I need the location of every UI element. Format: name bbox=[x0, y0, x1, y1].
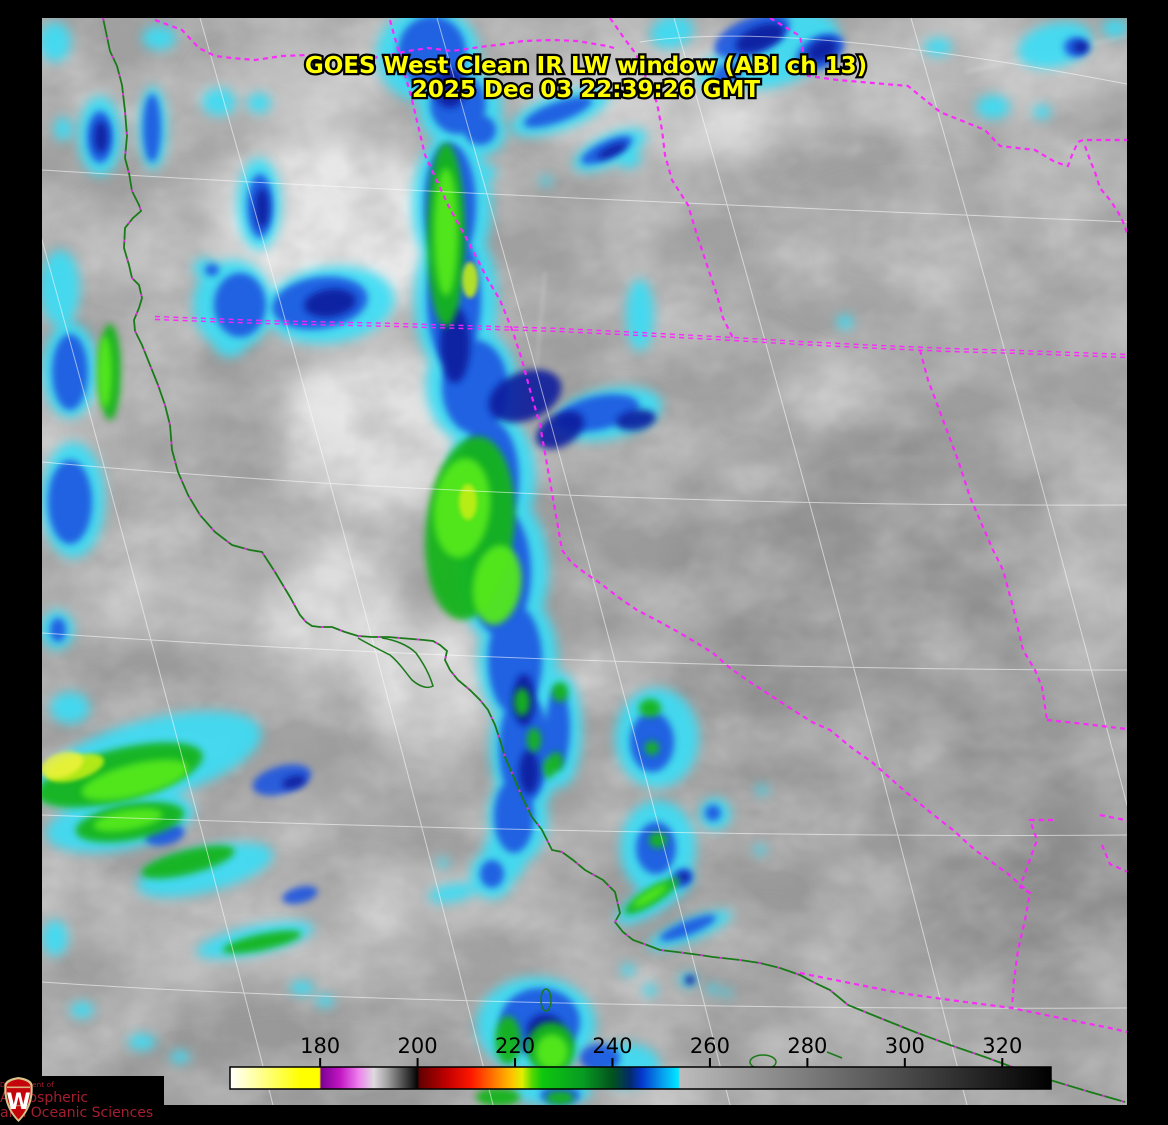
border-oregon-idaho bbox=[609, 18, 734, 339]
image-title: GOES West Clean IR LW window (ABI ch 13) bbox=[305, 53, 867, 79]
border-utah-arizona bbox=[1046, 718, 1127, 731]
border-colorado-river bbox=[1010, 818, 1053, 1009]
svg-text:W: W bbox=[6, 1090, 30, 1115]
logo-line2: and Oceanic Sciences bbox=[0, 1104, 154, 1121]
cloud-texture bbox=[42, 18, 1127, 1105]
image-timestamp: 2025 Dec 03 22:39:26 GMT bbox=[412, 77, 761, 103]
colorbar-tick-label: 200 bbox=[398, 1034, 438, 1058]
colorbar-tick-label: 320 bbox=[982, 1034, 1022, 1058]
border-nevada-utah bbox=[918, 349, 1049, 721]
border-columbia-river bbox=[154, 18, 615, 62]
border-idaho-wyoming bbox=[1083, 145, 1127, 234]
colorbar-tick-label: 300 bbox=[885, 1034, 925, 1058]
colorbar-tick-label: 280 bbox=[787, 1034, 827, 1058]
image-header: GOES West Clean IR LW window (ABI ch 13)… bbox=[303, 51, 870, 106]
colorbar-tick-label: 240 bbox=[592, 1034, 632, 1058]
colorbar-tick-label: 220 bbox=[495, 1034, 535, 1058]
border-idaho-montana bbox=[769, 18, 1127, 168]
colorbar-tick-label: 260 bbox=[690, 1034, 730, 1058]
uw-aos-logo: W Department of Atmospheric and Oceanic … bbox=[0, 1076, 164, 1125]
state-borders bbox=[154, 18, 1127, 1034]
colorbar: 180 200 220 240 260 280 300 320 bbox=[229, 1034, 1052, 1090]
uw-crest-icon: W bbox=[4, 1077, 33, 1122]
coast-political-dots bbox=[102, 18, 1126, 1103]
colorbar-ticks: 180 200 220 240 260 280 300 320 bbox=[300, 1034, 1022, 1067]
colorbar-gradient-bar bbox=[229, 1066, 1052, 1090]
border-california-nevada bbox=[388, 19, 1031, 894]
border-us-mexico bbox=[799, 971, 1127, 1034]
colorbar-tick-label: 180 bbox=[300, 1034, 340, 1058]
enhanced-cloud-yellow-core bbox=[42, 751, 84, 779]
